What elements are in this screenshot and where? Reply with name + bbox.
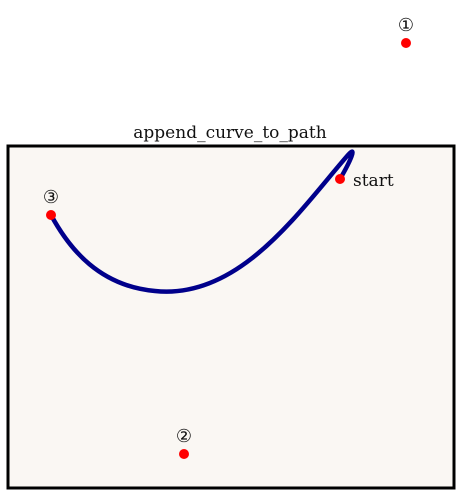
start-point-label: start bbox=[353, 171, 394, 191]
start-point-marker bbox=[335, 174, 345, 184]
control-point-3-marker bbox=[46, 210, 56, 220]
bezier-curve bbox=[48, 149, 355, 294]
control-point-1-marker bbox=[401, 38, 411, 48]
control-point-3-label: ③ bbox=[43, 187, 59, 208]
control-point-2-marker bbox=[179, 449, 189, 459]
figure-title: append_curve_to_path bbox=[133, 123, 326, 143]
control-point-1-label: ① bbox=[398, 15, 414, 36]
control-point-2-label: ② bbox=[176, 426, 192, 447]
drawing-frame bbox=[6, 144, 456, 490]
